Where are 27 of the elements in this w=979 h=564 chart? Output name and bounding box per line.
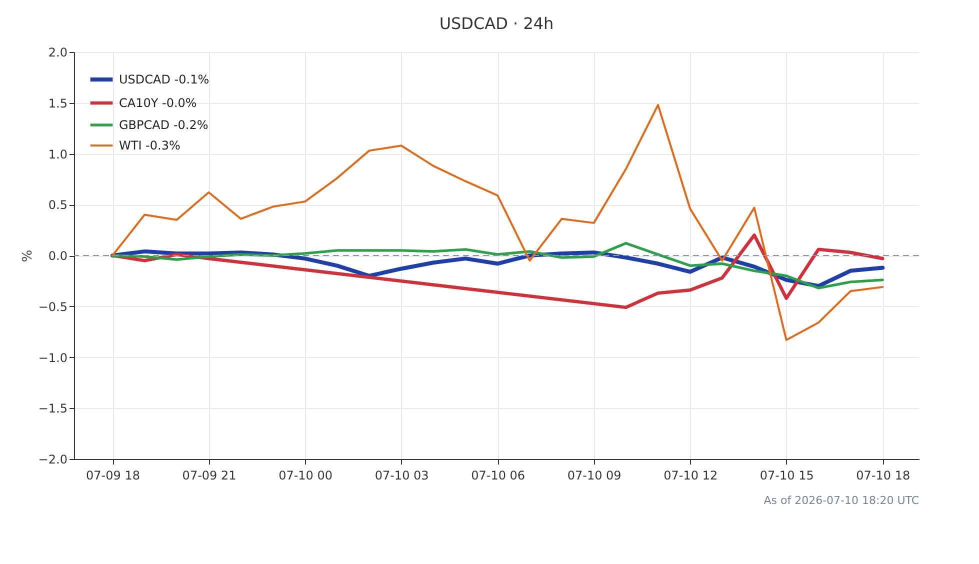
x-tick-label: 07-10 15	[760, 468, 814, 482]
line-series	[110, 233, 884, 310]
y-tick-label: 2.0	[48, 46, 68, 60]
y-tick-label: −0.5	[38, 300, 68, 314]
legend-label: WTI -0.3%	[119, 138, 180, 152]
y-axis-title: %	[20, 250, 36, 262]
x-tick-label: 07-10 03	[374, 468, 429, 482]
text: As of 2026-07-10 18:20 UTC	[764, 494, 920, 507]
x-tick-label: 07-10 06	[471, 468, 526, 482]
legend-label: USDCAD -0.1%	[119, 72, 210, 86]
x-tick-label: 07-09 21	[182, 468, 236, 482]
y-tick-label: −2.0	[38, 452, 68, 466]
line-series	[111, 242, 884, 290]
y-tick-label: 1.5	[48, 96, 68, 110]
y-tick-label: −1.0	[38, 350, 68, 365]
y-tick-label: 0.5	[48, 198, 68, 212]
y-tick-label: −1.5	[38, 402, 68, 416]
x-tick-label: 07-10 09	[567, 468, 622, 482]
x-tick-label: 07-10 00	[278, 468, 333, 482]
y-tick-label: 0.0	[48, 249, 68, 263]
x-tick-label: 07-10 18	[856, 468, 910, 482]
chart-title: USDCAD · 24h	[439, 14, 554, 33]
legend-label: CA10Y -0.0%	[119, 96, 197, 110]
legend-label: GBPCAD -0.2%	[119, 118, 208, 132]
x-tick-label: 07-09 18	[86, 468, 140, 482]
y-tick-label: 1.0	[48, 147, 68, 162]
x-tick-label: 07-10 12	[664, 468, 718, 482]
